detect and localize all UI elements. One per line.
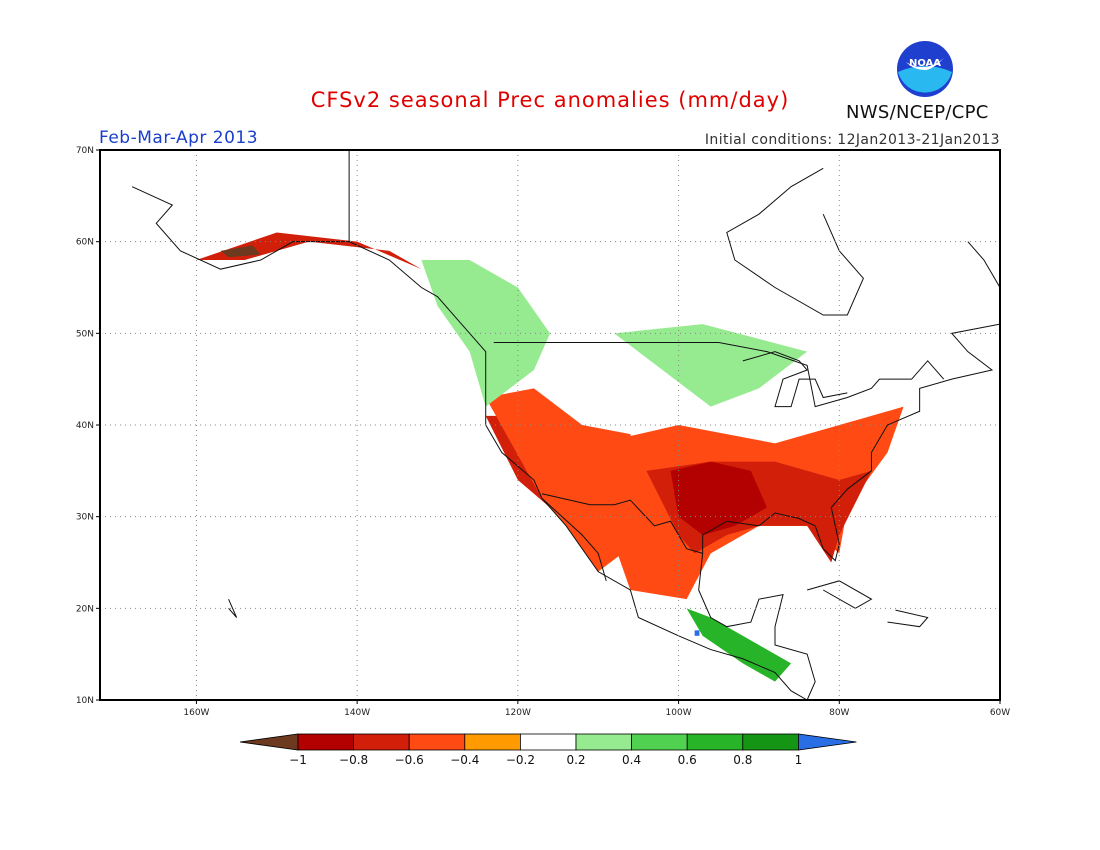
lat-tick-label: 10N bbox=[76, 696, 94, 706]
anomaly-mexico-wet bbox=[686, 608, 792, 682]
noaa-logo: NOAA bbox=[896, 40, 954, 98]
anomaly-alaska-dry bbox=[196, 232, 422, 270]
colorbar-swatch bbox=[464, 733, 521, 751]
lon-tick-label: 120W bbox=[505, 708, 531, 718]
agency-label: NWS/NCEP/CPC bbox=[846, 102, 989, 123]
lat-tick-label: 50N bbox=[76, 329, 94, 339]
coast-line bbox=[887, 609, 929, 628]
coast-line bbox=[742, 351, 848, 408]
anomaly-northern-plains-wet bbox=[614, 324, 808, 407]
coast-line bbox=[726, 167, 864, 316]
axis-ticks: 10N 20N 30N 40N 50N 60N 70N 160W 140W 120W 100W 80W… bbox=[76, 146, 1010, 718]
colorbar-swatch bbox=[297, 733, 354, 751]
colorbar: −1 −0.8 −0.6 −0.4 −0.2 0.2 0.4 0.6 0.8 1 bbox=[239, 733, 857, 767]
lon-tick-label: 80W bbox=[829, 708, 849, 718]
map-title: CFSv2 seasonal Prec anomalies (mm/day) bbox=[310, 88, 790, 112]
lat-tick-label: 20N bbox=[76, 604, 94, 614]
colorbar-label: 0.2 bbox=[566, 753, 585, 767]
colorbar-swatch bbox=[353, 733, 410, 751]
coast-line bbox=[228, 598, 238, 618]
coast-line bbox=[807, 580, 873, 609]
anomaly-alaska-core bbox=[220, 245, 261, 258]
coast-line bbox=[541, 497, 607, 581]
lat-tick-label: 40N bbox=[76, 421, 94, 431]
logo-text: NOAA bbox=[909, 58, 941, 69]
lon-tick-label: 160W bbox=[183, 708, 209, 718]
lat-tick-label: 70N bbox=[76, 146, 94, 156]
colorbar-label: 0.6 bbox=[678, 753, 697, 767]
colorbar-arrow-right bbox=[798, 733, 857, 751]
lat-tick-label: 30N bbox=[76, 513, 94, 523]
initial-conditions-label: Initial conditions: 12Jan2013-21Jan2013 bbox=[704, 132, 1000, 148]
graticule bbox=[100, 150, 1000, 700]
colorbar-label: 1 bbox=[795, 753, 803, 767]
colorbar-swatch bbox=[408, 733, 466, 751]
coast-line bbox=[131, 186, 808, 700]
coast-line bbox=[698, 553, 816, 700]
coastline-borders bbox=[131, 150, 1000, 700]
colorbar-label: −1 bbox=[289, 753, 307, 767]
colorbar-arrow-left bbox=[239, 733, 299, 751]
colorbar-swatch bbox=[742, 733, 799, 751]
season-label: Feb-Mar-Apr 2013 bbox=[99, 128, 259, 148]
colorbar-label: 0.8 bbox=[733, 753, 752, 767]
anomaly-southwest-dry bbox=[485, 388, 647, 572]
colorbar-label: 0.4 bbox=[622, 753, 641, 767]
colorbar-label: −0.2 bbox=[506, 753, 535, 767]
anomaly-texas-core-dry bbox=[670, 461, 767, 535]
colorbar-swatch bbox=[686, 733, 744, 751]
anomaly-mexico-core-wet bbox=[694, 630, 700, 636]
lon-tick-label: 60W bbox=[990, 708, 1010, 718]
colorbar-swatch bbox=[520, 733, 577, 751]
coast-line bbox=[493, 342, 945, 408]
coast-line bbox=[702, 241, 1000, 562]
colorbar-label: −0.6 bbox=[395, 753, 424, 767]
coast-line bbox=[541, 493, 703, 554]
colorbar-swatch bbox=[575, 733, 632, 751]
colorbar-label: −0.4 bbox=[450, 753, 479, 767]
colorbar-swatch bbox=[631, 733, 688, 751]
colorbar-label: −0.8 bbox=[339, 753, 368, 767]
lat-tick-label: 60N bbox=[76, 238, 94, 248]
lon-tick-label: 140W bbox=[344, 708, 370, 718]
lon-tick-label: 100W bbox=[666, 708, 692, 718]
